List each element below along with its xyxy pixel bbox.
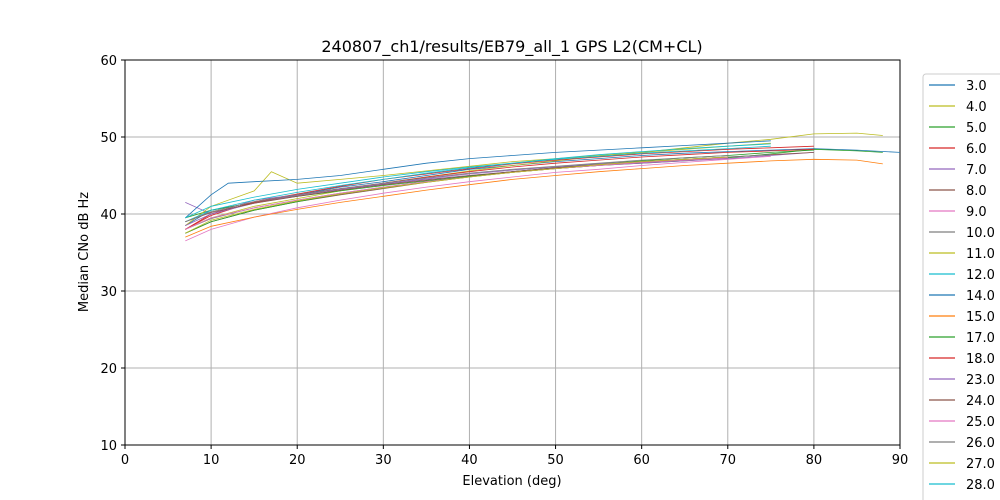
legend-box [922,73,1000,500]
x-tick-label: 80 [806,453,823,468]
legend-label: 27.0 [966,457,995,472]
legend-label: 9.0 [966,205,987,220]
y-tick-label: 10 [100,439,117,454]
x-tick-label: 60 [633,453,650,468]
legend-label: 15.0 [966,310,995,325]
series-line-15.0 [185,158,883,238]
x-tick-label: 90 [892,453,909,468]
y-tick-label: 40 [100,208,117,223]
series-line-12.0 [185,143,771,223]
series-line-26.0 [185,155,728,223]
y-tick-label: 60 [100,54,117,69]
legend-label: 10.0 [966,226,995,241]
x-axis: 0 10 20 30 40 50 60 70 80 90 [121,445,908,468]
legend-label: 18.0 [966,352,995,367]
x-tick-label: 70 [720,453,737,468]
series-line-9.0 [185,155,771,242]
x-tick-label: 50 [547,453,564,468]
plot-area [124,59,901,446]
legend-label: 14.0 [966,289,995,304]
series-line-28.0 [185,145,771,219]
y-axis: 10 20 30 40 50 60 [100,54,125,454]
x-tick-label: 40 [461,453,478,468]
legend-label: 6.0 [966,142,987,157]
y-axis-label: Median CNo dB Hz [77,192,92,312]
series-line-17.0 [185,149,814,234]
legend-label: 24.0 [966,394,995,409]
x-tick-label: 10 [203,453,220,468]
legend-label: 28.0 [966,478,995,493]
x-axis-label: Elevation (deg) [462,474,561,489]
chart-title: 240807_ch1/results/EB79_all_1 GPS L2(CM+… [321,37,702,57]
legend: 3.0 4.0 5.0 6.0 7.0 8.0 9.0 10.0 11.0 12.0 14.0 15.… [922,73,1000,500]
legend-label: 5.0 [966,121,987,136]
series-line-14.0 [185,140,771,219]
series-line-4.0 [185,132,883,230]
series-line-27.0 [185,156,728,234]
series-group [185,132,900,242]
x-tick-label: 20 [289,453,306,468]
y-tick-label: 20 [100,362,117,377]
series-line-18.0 [185,148,814,230]
y-tick-label: 50 [100,131,117,146]
series-line-5.0 [185,148,883,219]
y-tick-label: 30 [100,285,117,300]
legend-label: 3.0 [966,79,987,94]
legend-label: 23.0 [966,373,995,388]
x-tick-label: 0 [121,453,129,468]
legend-label: 12.0 [966,268,995,283]
x-tick-label: 30 [375,453,392,468]
legend-label: 25.0 [966,415,995,430]
legend-label: 11.0 [966,247,995,262]
legend-label: 17.0 [966,331,995,346]
legend-label: 26.0 [966,436,995,451]
legend-label: 8.0 [966,184,987,199]
gridlines [124,59,901,446]
legend-label: 4.0 [966,100,987,115]
legend-label: 7.0 [966,163,987,178]
